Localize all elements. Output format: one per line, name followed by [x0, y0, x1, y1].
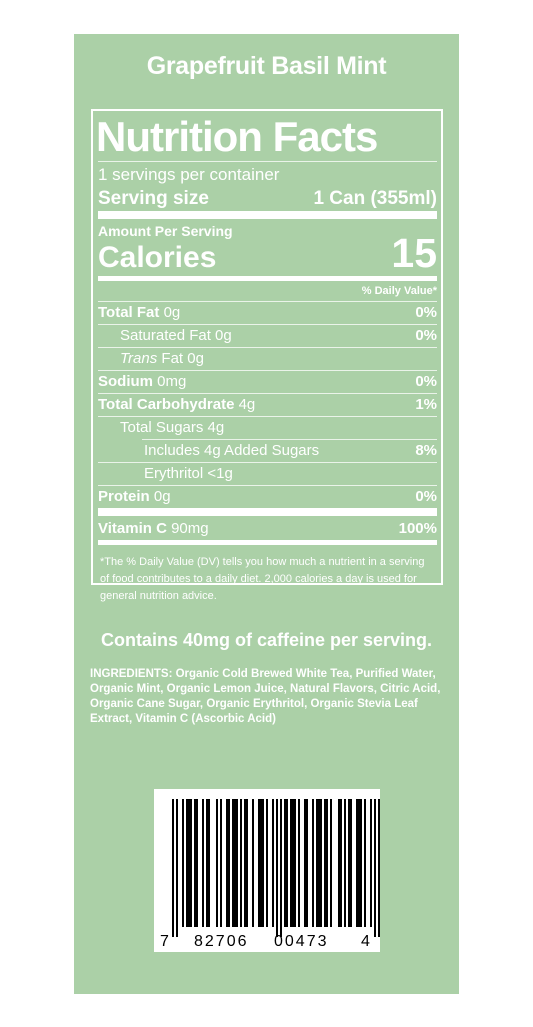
barcode-bar [316, 799, 322, 927]
amount-per-serving: Amount Per Serving [98, 223, 233, 239]
barcode-bar [304, 799, 308, 927]
dv-value: 8% [415, 442, 437, 459]
barcode-bar [378, 799, 380, 937]
caffeine-statement: Contains 40mg of caffeine per serving. [100, 630, 433, 650]
dv-value: 0% [415, 304, 437, 321]
barcode-bar [172, 799, 174, 937]
barcode-bar [266, 799, 268, 927]
nutrient-row-total-carbohydrate: Total Carbohydrate 4g 1% [98, 394, 437, 416]
barcode-bar [176, 799, 178, 937]
calories-label: Calories [98, 241, 217, 274]
barcode-bar [356, 799, 362, 927]
nutrient-row-added-sugars: Includes 4g Added Sugars 8% [98, 440, 437, 462]
barcode-bar [186, 799, 192, 927]
barcode-digit-last: 4 [361, 933, 370, 950]
calories-value: 15 [391, 230, 437, 276]
ingredients-list: INGREDIENTS: Organic Cold Brewed White T… [90, 668, 441, 725]
barcode-bar [284, 799, 288, 927]
nutrient-row-saturated-fat: Saturated Fat 0g 0% [98, 325, 437, 347]
barcode-bar [290, 799, 296, 927]
calories-row: Calories 15 [98, 230, 437, 276]
nutrient-row-total-fat: Total Fat 0g 0% [98, 302, 437, 324]
barcode-bar [216, 799, 218, 927]
nutrition-facts-title: Nutrition Facts [96, 113, 378, 160]
nutrient-row-protein: Protein 0g 0% [98, 486, 437, 508]
barcode-bar [240, 799, 242, 927]
medium-divider [98, 540, 437, 545]
dv-value: 0% [415, 327, 437, 344]
thick-divider [98, 508, 437, 516]
nutrient-row-erythritol: Erythritol <1g [144, 465, 233, 482]
barcode-bar [206, 799, 210, 927]
upc-barcode: 7 82706 00473 4 [154, 789, 380, 952]
dv-value: 0% [415, 373, 437, 390]
barcode-bar [374, 799, 376, 937]
servings-per-container: 1 servings per container [98, 165, 280, 184]
nutrient-row-total-sugars: Total Sugars 4g [120, 419, 225, 436]
barcode-bar [226, 799, 230, 927]
barcode-bar [330, 799, 332, 927]
dv-value: 0% [415, 488, 437, 505]
barcode-bar [258, 799, 264, 927]
barcode-bar [280, 799, 282, 937]
barcode-bar [348, 799, 352, 927]
daily-value-header: % Daily Value* [361, 285, 437, 297]
dv-value: 100% [398, 520, 437, 537]
flavor-name: Grapefruit Basil Mint [146, 52, 387, 80]
barcode-bar [244, 799, 248, 927]
serving-size-row: Serving size 1 Can (355ml) [98, 186, 437, 211]
serving-size-value: 1 Can (355ml) [313, 188, 437, 209]
barcode-group-right: 00473 [274, 933, 329, 950]
label-panel: Grapefruit Basil Mint Nutrition Facts 1 … [74, 34, 459, 994]
barcode-bar [252, 799, 254, 927]
nutrient-row-trans-fat: Trans Fat 0g [120, 350, 204, 367]
nutrient-row-vitamin-c: Vitamin C 90mg 100% [98, 516, 437, 540]
barcode-bar [232, 799, 238, 927]
nutrient-row-sodium: Sodium 0mg 0% [98, 371, 437, 393]
daily-value-footnote: *The % Daily Value (DV) tells you how mu… [100, 556, 425, 602]
barcode-bar [364, 799, 366, 927]
barcode-bar [338, 799, 342, 927]
barcode-bar [370, 799, 372, 927]
thick-divider [98, 211, 437, 219]
barcode-bar [194, 799, 198, 927]
barcode-bar [344, 799, 346, 927]
barcode-bar [220, 799, 222, 927]
barcode-bar [324, 799, 328, 927]
dv-value: 1% [415, 396, 437, 413]
barcode-group-left: 82706 [194, 933, 249, 950]
barcode-bar [182, 799, 184, 927]
medium-divider [98, 276, 437, 281]
barcode-digit-first: 7 [160, 933, 169, 950]
barcode-bar [272, 799, 274, 927]
barcode-bar [202, 799, 204, 927]
barcode-bar [298, 799, 300, 927]
serving-size-label: Serving size [98, 188, 209, 209]
barcode-bar [312, 799, 314, 927]
barcode-bar [276, 799, 278, 937]
nutrition-facts-box: Nutrition Facts 1 servings per container… [91, 109, 443, 602]
